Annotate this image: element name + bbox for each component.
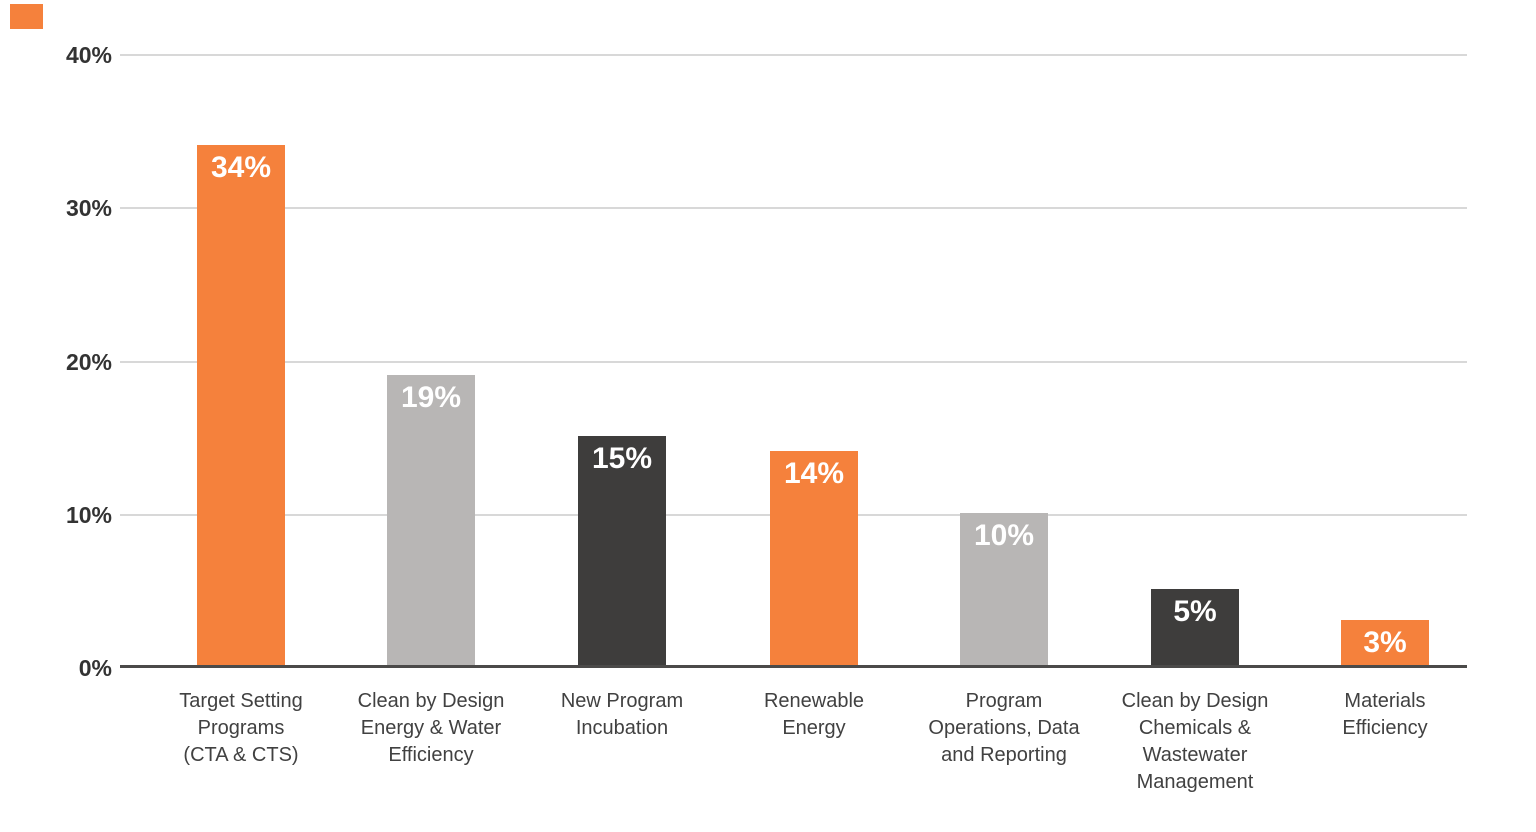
orange-square-marker <box>10 4 43 29</box>
bar-value-label: 34% <box>210 151 272 184</box>
plot-area: 40% 30% 20% 10% 0% 34% Target Setting Programs… <box>66 42 1467 793</box>
bar-value-label: 10% <box>973 519 1035 552</box>
bar: 34% <box>197 145 285 666</box>
bar: 10% <box>960 513 1048 666</box>
bar: 5% <box>1151 589 1239 666</box>
bar: 14% <box>770 451 858 666</box>
gridline <box>120 54 1467 56</box>
x-axis-category-label: Target Setting Programs (CTA & CTS) <box>179 690 303 766</box>
x-axis-category-label: Program Operations, Data and Reporting <box>928 690 1080 766</box>
y-axis-tick-label: 10% <box>65 502 112 528</box>
y-axis-tick-label: 30% <box>65 195 112 221</box>
gridline <box>120 361 1467 363</box>
bar: 19% <box>387 375 475 666</box>
gridline <box>120 207 1467 209</box>
bar-value-label: 14% <box>783 457 845 490</box>
bar: 15% <box>578 436 666 666</box>
x-axis-category-label: Renewable Energy <box>763 690 865 739</box>
bar-value-label: 3% <box>1363 626 1407 659</box>
x-axis-category-label: Clean by Design Chemicals & Wastewater M… <box>1121 690 1269 793</box>
y-axis-tick-label: 0% <box>78 655 112 681</box>
bar: 3% <box>1341 620 1429 666</box>
x-axis-category-label: New Program Incubation <box>560 690 684 739</box>
bar-value-label: 19% <box>400 381 462 414</box>
y-axis-tick-label: 20% <box>65 349 112 375</box>
bar-value-label: 5% <box>1173 595 1217 628</box>
x-axis-category-label: Materials Efficiency <box>1342 690 1428 739</box>
x-axis-line <box>120 665 1467 668</box>
x-axis-category-label: Clean by Design Energy & Water Efficienc… <box>357 690 505 766</box>
bar-value-label: 15% <box>591 442 653 475</box>
y-axis-tick-label: 40% <box>65 42 112 68</box>
